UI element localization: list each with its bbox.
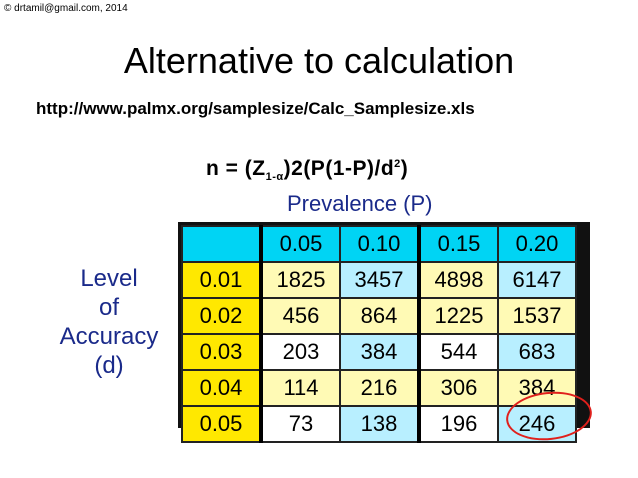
table-cell: 73 bbox=[260, 405, 341, 443]
formula-suffix: ) bbox=[400, 157, 409, 180]
column-header: 0.05 bbox=[260, 225, 341, 263]
table-cell: 216 bbox=[339, 369, 421, 407]
accuracy-label: Level of Accuracy (d) bbox=[44, 264, 174, 380]
table-corner-cell bbox=[181, 225, 263, 263]
table-cell: 138 bbox=[339, 405, 421, 443]
formula: n = (Z1-α)2(P(1-P)/d2) bbox=[206, 157, 408, 183]
table-cell: 683 bbox=[497, 333, 577, 371]
accuracy-label-line: Level bbox=[80, 265, 138, 292]
table-cell: 384 bbox=[339, 333, 421, 371]
table-row: 0.05 73 138 196 246 bbox=[181, 405, 577, 443]
table-cell: 3457 bbox=[339, 261, 421, 299]
table-cell: 384 bbox=[497, 369, 577, 407]
copyright-text: © drtamil@gmail.com, 2014 bbox=[4, 3, 128, 14]
column-header: 0.10 bbox=[339, 225, 421, 263]
table-cell: 196 bbox=[418, 405, 499, 443]
table-cell: 1825 bbox=[260, 261, 341, 299]
table-cell: 306 bbox=[418, 369, 499, 407]
table-cell: 203 bbox=[260, 333, 341, 371]
table-cell: 1537 bbox=[497, 297, 577, 335]
table-cell: 114 bbox=[260, 369, 341, 407]
accuracy-label-line: (d) bbox=[94, 352, 124, 379]
accuracy-label-line: of bbox=[98, 294, 119, 321]
table-cell: 246 bbox=[497, 405, 577, 443]
accuracy-label-line: Accuracy bbox=[59, 323, 159, 350]
table-row: 0.03 203 384 544 683 bbox=[181, 333, 577, 371]
source-url[interactable]: http://www.palmx.org/samplesize/Calc_Sam… bbox=[36, 99, 475, 118]
formula-mid: )2(P(1-P)/d bbox=[283, 157, 395, 180]
formula-prefix: n = (Z bbox=[206, 157, 266, 180]
table-row: 0.01 1825 3457 4898 6147 bbox=[181, 261, 577, 299]
formula-subscript: 1-α bbox=[265, 171, 284, 184]
table-cell: 4898 bbox=[418, 261, 499, 299]
row-header: 0.04 bbox=[181, 369, 263, 407]
table-cell: 864 bbox=[339, 297, 421, 335]
row-header: 0.01 bbox=[181, 261, 263, 299]
column-header: 0.20 bbox=[497, 225, 577, 263]
table-header-row: 0.05 0.10 0.15 0.20 bbox=[181, 225, 577, 263]
row-header: 0.02 bbox=[181, 297, 263, 335]
table-cell: 544 bbox=[418, 333, 499, 371]
table-row: 0.02 456 864 1225 1537 bbox=[181, 297, 577, 335]
prevalence-label: Prevalence (P) bbox=[287, 191, 433, 216]
row-header: 0.03 bbox=[181, 333, 263, 371]
slide-title: Alternative to calculation bbox=[123, 40, 515, 81]
table-cell: 6147 bbox=[497, 261, 577, 299]
table-cell: 456 bbox=[260, 297, 341, 335]
table-row: 0.04 114 216 306 384 bbox=[181, 369, 577, 407]
formula-superscript: 2 bbox=[394, 158, 401, 170]
sample-size-table: 0.05 0.10 0.15 0.20 0.01 1825 3457 4898 … bbox=[178, 222, 590, 443]
row-header: 0.05 bbox=[181, 405, 263, 443]
column-header: 0.15 bbox=[418, 225, 499, 263]
table-cell: 1225 bbox=[418, 297, 499, 335]
